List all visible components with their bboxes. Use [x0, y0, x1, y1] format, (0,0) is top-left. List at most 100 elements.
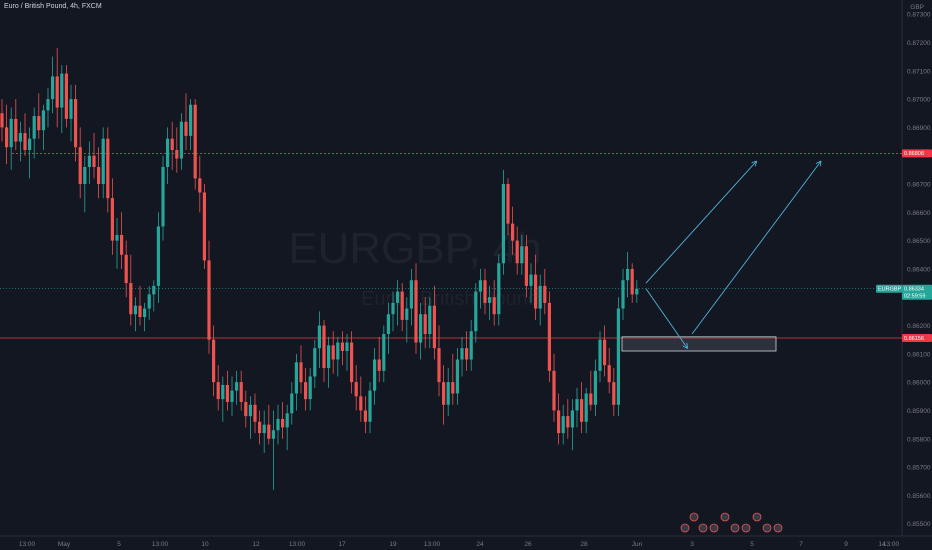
current-price-badge-text: 0.86334	[904, 287, 924, 293]
candle-body	[377, 359, 381, 371]
candle-body	[28, 138, 32, 151]
candle-body	[115, 234, 119, 241]
calendar-event-icon[interactable]	[773, 523, 783, 533]
candle-body	[207, 260, 211, 340]
price-axis-label: 0.86400	[907, 266, 931, 273]
time-axis-label: 14	[878, 541, 886, 548]
candle-body	[382, 334, 386, 371]
candle-body	[626, 268, 630, 281]
time-axis-label: 28	[580, 541, 588, 548]
candle-body	[184, 121, 188, 136]
candle-body	[469, 331, 473, 360]
candle-body	[630, 268, 634, 295]
candle-body	[281, 418, 285, 428]
time-axis-label: 13:00	[152, 541, 169, 548]
candle-body	[373, 359, 377, 391]
calendar-event-icon[interactable]	[689, 512, 699, 522]
projection-arrow[interactable]	[645, 288, 687, 348]
price-axis-label: 0.86500	[907, 238, 931, 245]
time-axis-label: 10	[201, 541, 209, 548]
candle-body	[511, 223, 515, 241]
support-price-badge-text: 0.86156	[904, 336, 924, 342]
candle-body	[331, 345, 335, 360]
candle-body	[520, 246, 524, 264]
candle-body	[616, 308, 620, 405]
price-axis-label: 0.86100	[907, 351, 931, 358]
candle-body	[635, 288, 639, 295]
price-axis-label: 0.86700	[907, 181, 931, 188]
calendar-event-icon[interactable]	[741, 523, 751, 533]
candle-body	[110, 198, 114, 241]
candle-body	[92, 155, 96, 168]
calendar-event-icon[interactable]	[709, 523, 719, 533]
support-price-badge	[902, 333, 932, 342]
candle-body	[419, 314, 423, 343]
candle-body	[97, 167, 101, 184]
candle-body	[46, 99, 50, 111]
candle-body	[432, 305, 436, 349]
candle-body	[87, 155, 91, 168]
candle-body	[465, 348, 469, 360]
candle-body	[101, 138, 105, 184]
candle-body	[55, 76, 59, 108]
candle-body	[570, 410, 574, 428]
calendar-event-icon[interactable]	[720, 512, 730, 522]
time-axis-label: 13:00	[883, 541, 900, 548]
calendar-event-icon[interactable]	[730, 523, 740, 533]
candle-body	[106, 138, 110, 199]
candle-body	[276, 418, 280, 431]
candle-body	[575, 399, 579, 411]
candle-body	[60, 73, 64, 108]
candle-body	[598, 339, 602, 371]
candle-body	[23, 133, 27, 151]
calendar-event-icon[interactable]	[680, 523, 690, 533]
candle-body	[120, 234, 124, 255]
candle-body	[552, 370, 556, 411]
calendar-event-icon[interactable]	[698, 523, 708, 533]
candle-body	[414, 280, 418, 343]
candle-body	[350, 342, 354, 383]
candle-body	[216, 382, 220, 400]
candle-body	[129, 283, 133, 315]
candle-body	[239, 382, 243, 402]
candle-body	[483, 280, 487, 303]
candle-body	[299, 362, 303, 383]
time-axis-label: 7	[799, 541, 803, 548]
candle-body	[340, 342, 344, 352]
candle-body	[78, 147, 82, 184]
candle-body	[451, 382, 455, 394]
candle-body	[166, 138, 170, 168]
time-axis-label: 9	[844, 541, 848, 548]
calendar-event-icon[interactable]	[752, 512, 762, 522]
candle-body	[515, 240, 519, 264]
candle-body	[161, 167, 165, 227]
candle-body	[179, 121, 183, 159]
projection-arrow[interactable]	[691, 161, 821, 335]
candle-body	[202, 192, 206, 261]
projection-arrow[interactable]	[645, 161, 756, 284]
candle-body	[262, 424, 266, 434]
candle-body	[529, 274, 533, 286]
candle-body	[396, 291, 400, 303]
candle-body	[497, 263, 501, 315]
calendar-event-icon[interactable]	[762, 523, 772, 533]
candle-body	[446, 382, 450, 405]
time-axis-label: 19	[389, 541, 397, 548]
candle-body	[589, 393, 593, 405]
candle-body	[538, 285, 542, 309]
candle-body	[534, 274, 538, 309]
demand-zone-rectangle[interactable]	[621, 336, 777, 352]
price-axis-label: 0.86000	[907, 380, 931, 387]
candle-body	[593, 370, 597, 405]
time-axis-label: 13:00	[19, 541, 36, 548]
time-axis-label: 12	[252, 541, 260, 548]
candle-body	[124, 254, 128, 284]
price-axis-currency: GBP	[910, 4, 924, 11]
candle-body	[64, 73, 68, 119]
time-axis-label: Jun	[632, 541, 643, 548]
candle-body	[304, 382, 308, 400]
candle-body	[327, 345, 331, 368]
candle-body	[156, 226, 160, 286]
candle-body	[557, 410, 561, 434]
